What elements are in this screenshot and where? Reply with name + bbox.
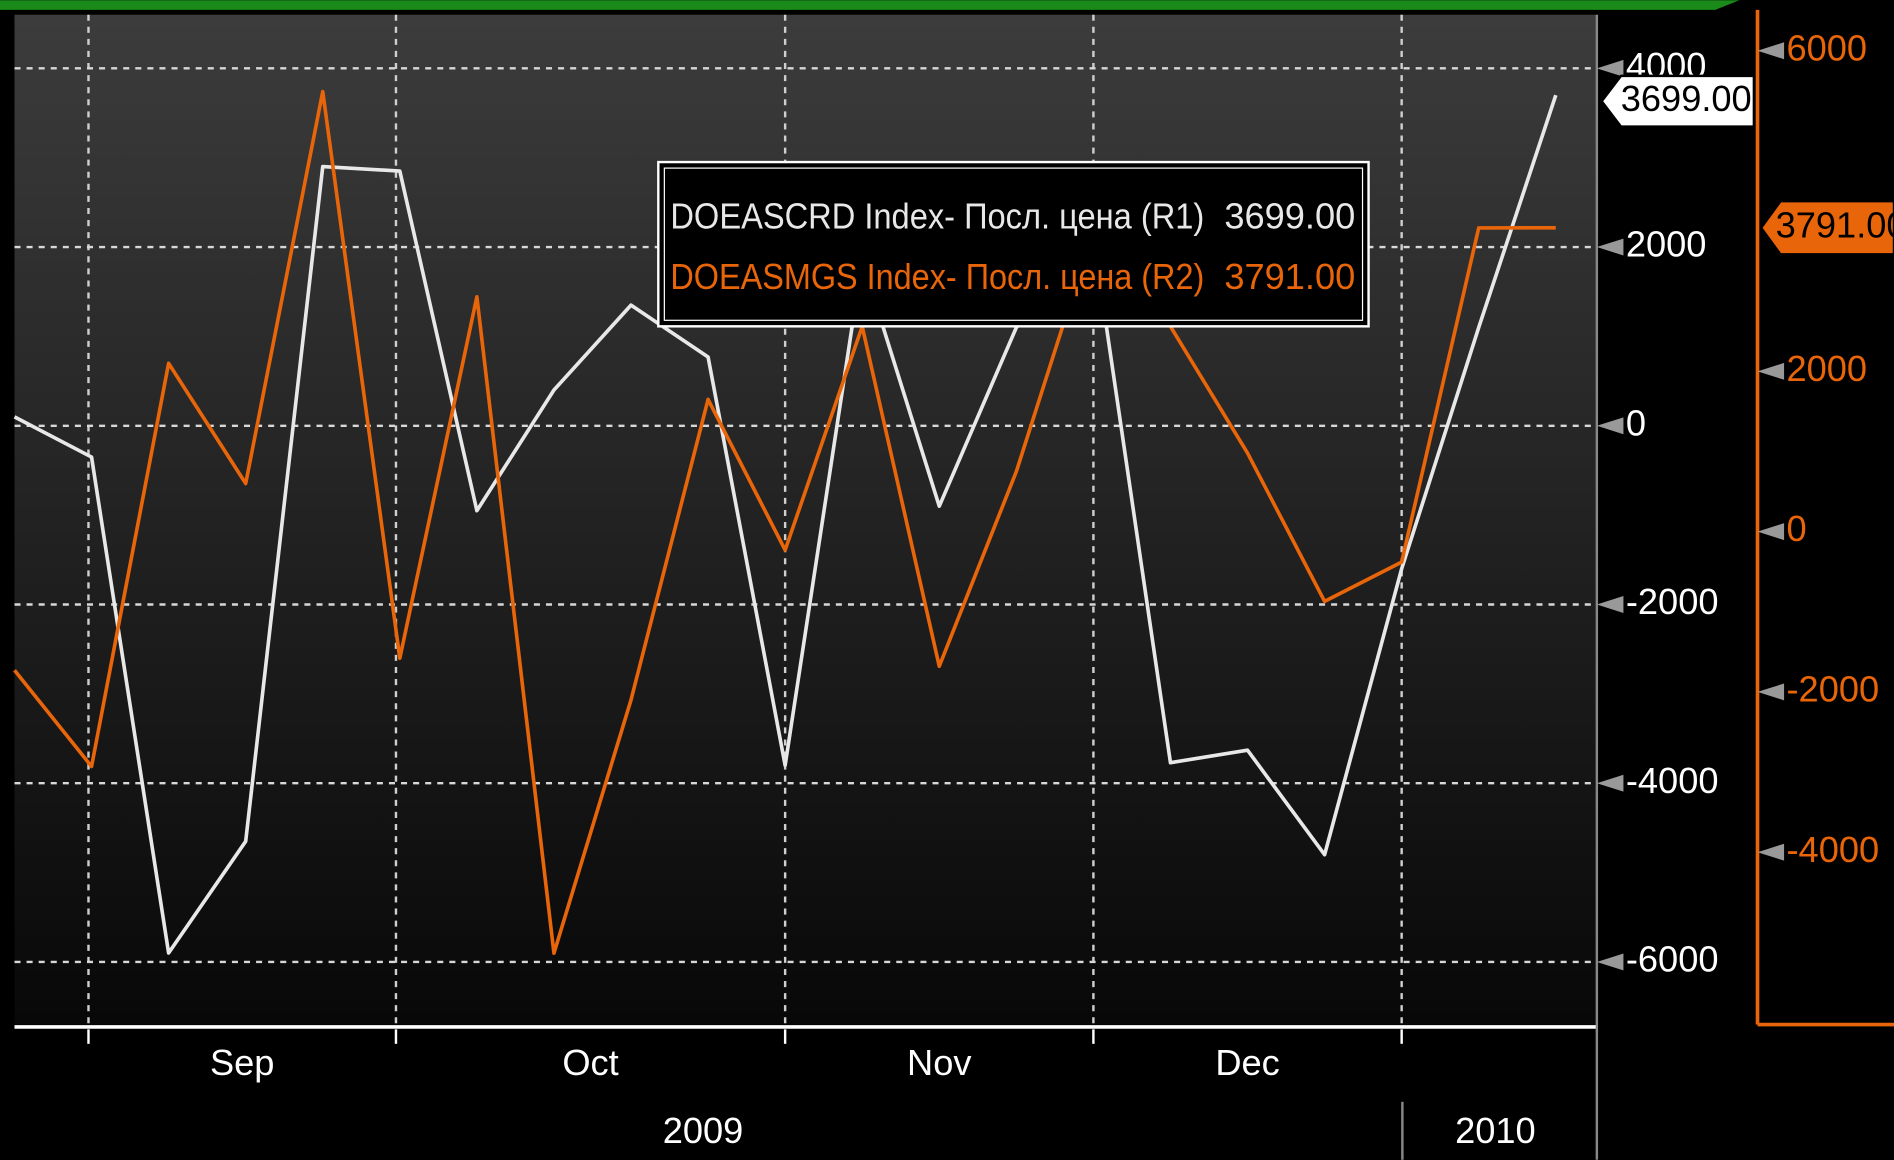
legend-inner [663, 167, 1364, 321]
y2-tick-marker [1757, 523, 1785, 541]
y-tick-label: -2000 [1626, 581, 1719, 622]
legend-value: 3699.00 [1224, 195, 1355, 236]
y2-tick-label: -2000 [1786, 668, 1879, 709]
x-tick-label: Oct [562, 1042, 618, 1083]
last-value-tag [1600, 74, 1756, 128]
year-label: 2009 [663, 1110, 744, 1151]
y-tick-marker [1596, 774, 1624, 792]
x-tick-label: Nov [907, 1042, 971, 1083]
y2-tick-label: 0 [1786, 508, 1806, 549]
last-value-tag [1759, 200, 1894, 256]
series-line [13, 89, 1556, 955]
y2-tick-marker [1757, 362, 1785, 380]
year-label: 2010 [1455, 1110, 1536, 1151]
y-tick-label: -4000 [1626, 760, 1719, 801]
legend-box [657, 160, 1370, 328]
y2-tick-marker [1757, 683, 1785, 701]
legend-name: DOEASCRD Index- Посл. цена (R1) [670, 195, 1204, 236]
top-bar [0, 0, 1740, 10]
series-line [13, 94, 1558, 955]
last-value-label: 3791.00 [1776, 204, 1894, 245]
y-tick-marker [1596, 59, 1624, 77]
y-tick-marker [1596, 953, 1624, 971]
y-tick-marker [1596, 596, 1624, 613]
x-tick-label: Dec [1215, 1042, 1279, 1083]
y-tick-marker [1596, 417, 1624, 435]
y-tick-marker [1596, 238, 1624, 256]
y2-tick-label: 6000 [1786, 27, 1867, 68]
legend-value: 3791.00 [1224, 256, 1355, 297]
legend-name: DOEASMGS Index- Посл. цена (R2) [670, 256, 1204, 297]
last-value-label: 3699.00 [1621, 78, 1752, 119]
y-tick-label: 2000 [1626, 224, 1707, 265]
y-tick-label: -6000 [1626, 939, 1719, 980]
y2-tick-label: -4000 [1786, 829, 1879, 870]
y-tick-label: 0 [1626, 402, 1646, 443]
x-tick-label: Sep [210, 1042, 274, 1083]
y2-tick-label: 2000 [1786, 348, 1867, 389]
y2-tick-marker [1757, 42, 1785, 60]
y2-tick-marker [1757, 843, 1785, 861]
legend: DOEASCRD Index- Посл. цена (R1) 3699.00 DO… [657, 160, 1370, 328]
